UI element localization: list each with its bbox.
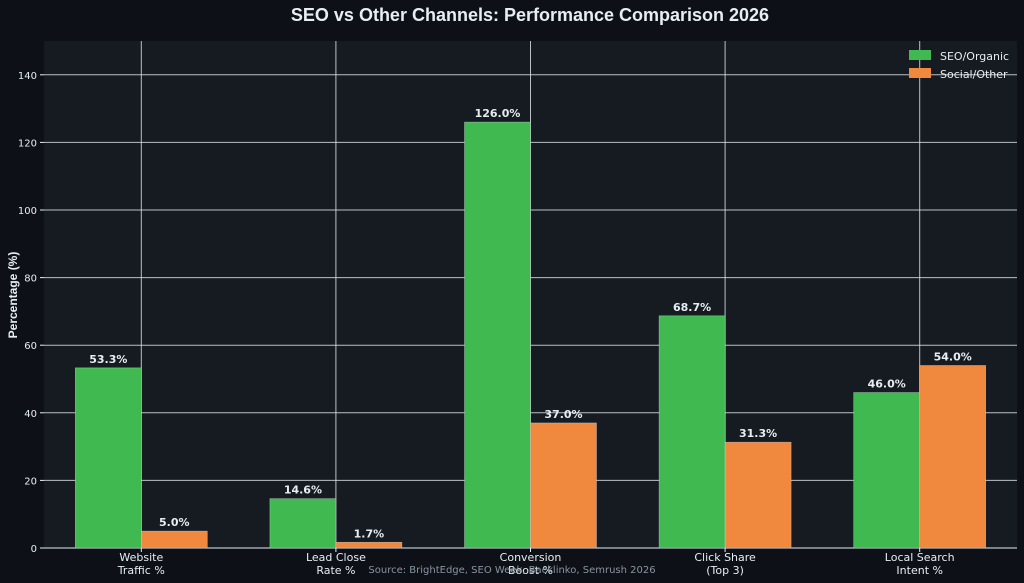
y-tick-label: 140 [18, 71, 37, 82]
x-tick-label: Conversion Boost % [500, 551, 562, 577]
bars [75, 121, 987, 549]
source-note: Source: BrightEdge, SEO Week, Backlinko,… [368, 565, 655, 576]
bar-seo-1 [269, 498, 337, 549]
value-label: 1.7% [354, 527, 385, 540]
y-axis-label: Percentage (%) [6, 252, 20, 339]
x-tick-label: Click Share (Top 3) [694, 551, 756, 577]
value-label: 31.3% [739, 427, 777, 440]
bar-social-2 [530, 422, 597, 549]
bar-social-1 [335, 541, 403, 549]
y-tick-label: 100 [18, 206, 37, 217]
legend-swatch-social [909, 68, 931, 78]
x-tick-label: Local Search Intent % [885, 551, 955, 577]
x-ticks: Website Traffic % Lead Close Rate % Conversi… [117, 548, 955, 577]
y-tick-label: 0 [31, 544, 37, 555]
bar-seo-3 [658, 315, 726, 549]
value-label: 46.0% [868, 378, 906, 391]
legend: SEO/Organic Social/Other [909, 50, 1009, 81]
legend-swatch-seo [909, 50, 931, 60]
bar-seo-4 [853, 392, 921, 549]
legend-label-seo: SEO/Organic [940, 50, 1009, 63]
y-tick-label: 120 [18, 138, 37, 149]
chart-title: SEO vs Other Channels: Performance Compa… [291, 5, 769, 25]
bar-seo-0 [75, 367, 142, 549]
legend-label-social: Social/Other [940, 68, 1008, 81]
y-tick-label: 60 [24, 341, 37, 352]
x-tick-label: Lead Close Rate % [306, 551, 366, 577]
value-label: 126.0% [475, 107, 521, 120]
bar-social-0 [141, 530, 208, 549]
y-tick-label: 80 [24, 274, 37, 285]
value-label: 37.0% [544, 408, 582, 421]
value-label: 5.0% [159, 516, 190, 529]
bar-social-3 [724, 441, 792, 549]
value-label: 68.7% [673, 301, 711, 314]
y-ticks: 0 20 40 60 80 100 120 140 [18, 71, 44, 555]
value-label: 54.0% [934, 350, 972, 363]
y-tick-label: 20 [24, 476, 37, 487]
value-label: 14.6% [284, 484, 322, 497]
bar-social-4 [919, 365, 987, 549]
x-tick-label: Website Traffic % [117, 551, 165, 577]
bar-seo-2 [464, 121, 531, 549]
value-label: 53.3% [89, 353, 127, 366]
value-labels: 53.3% 14.6% 126.0% 68.7% 46.0% 5.0% 1.7% 37.0% 3… [89, 107, 972, 540]
y-tick-label: 40 [24, 409, 37, 420]
